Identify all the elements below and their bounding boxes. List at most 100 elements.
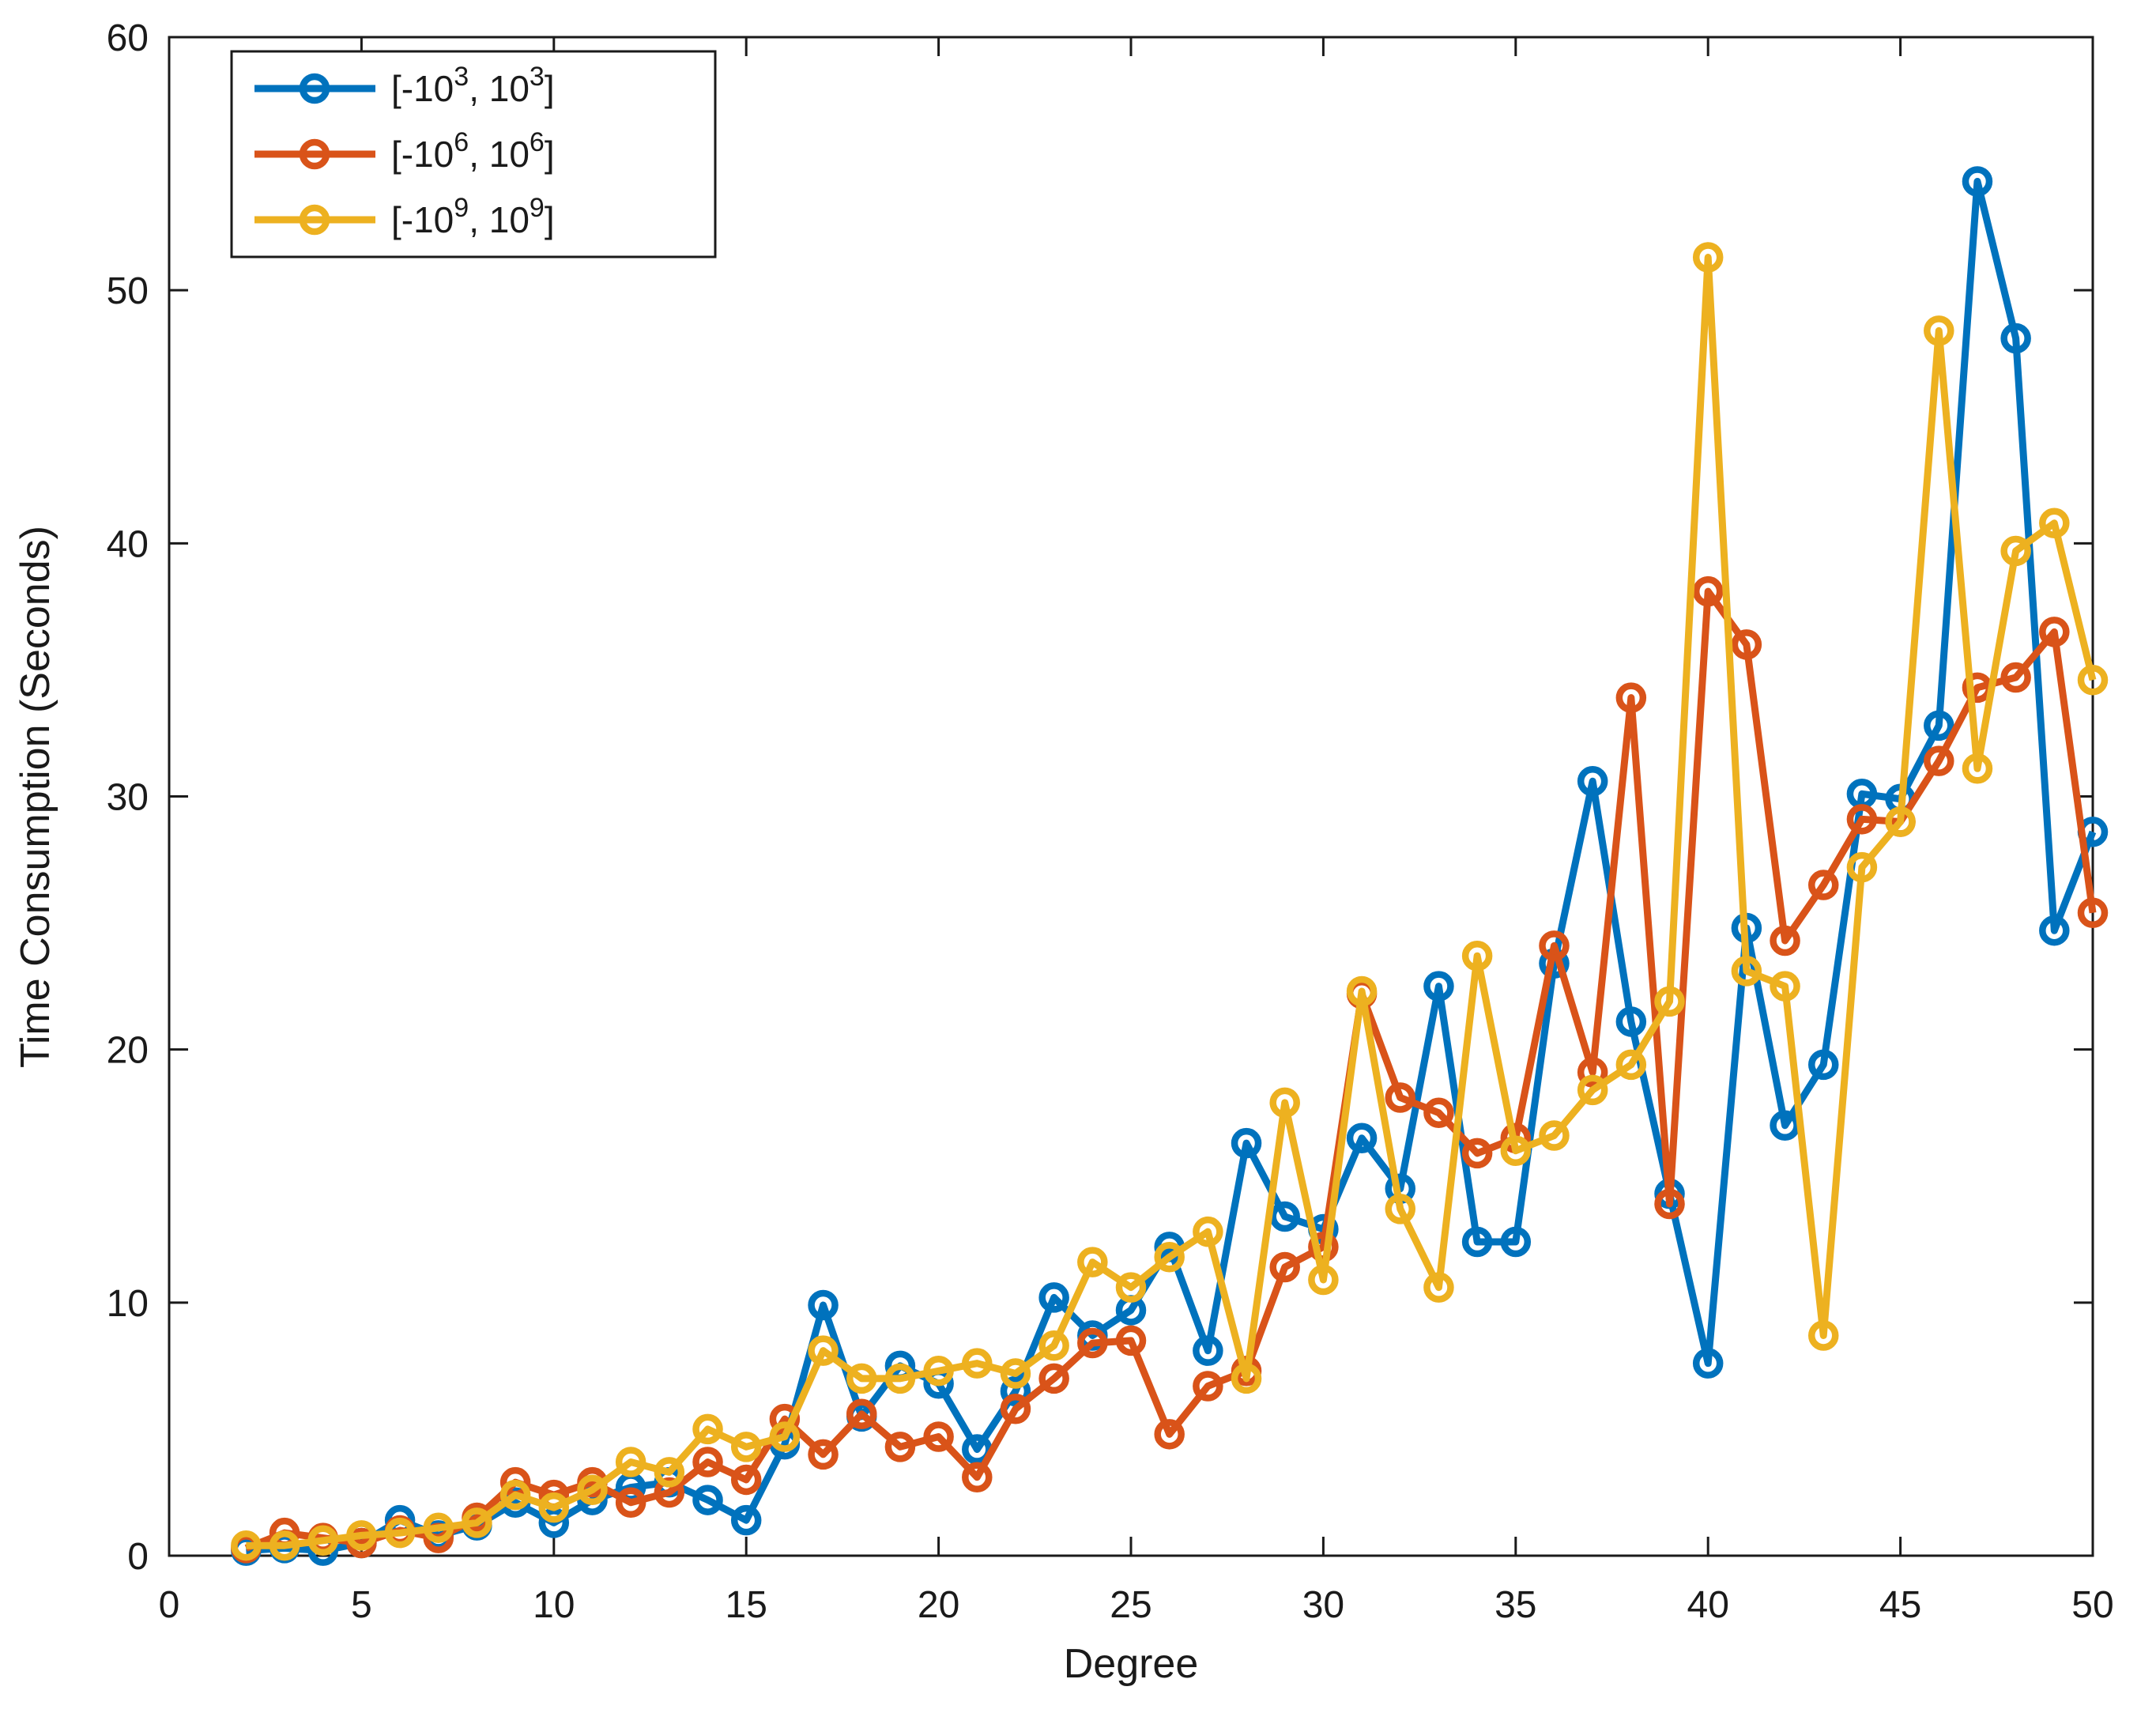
series-0-marker: [1461, 1226, 1493, 1258]
series-1-marker: [2039, 617, 2070, 647]
series-1-marker: [730, 1464, 762, 1496]
series-1-marker: [1115, 1325, 1147, 1356]
series-2-marker: [2077, 664, 2109, 696]
series-0-marker: [2000, 323, 2031, 354]
x-tick-label: 20: [918, 1584, 959, 1626]
y-tick-label: 10: [107, 1283, 149, 1325]
series-2-marker: [499, 1479, 531, 1511]
series-2-marker: [1654, 986, 1685, 1017]
series-2-marker: [1615, 1049, 1647, 1081]
series-0-marker: [1231, 1127, 1262, 1159]
series-1-marker: [1000, 1394, 1031, 1424]
series-0-marker: [692, 1485, 723, 1515]
series-2-marker: [269, 1530, 300, 1561]
series-2-marker: [1500, 1135, 1532, 1166]
series-2-marker: [1461, 940, 1493, 972]
y-tick-label: 0: [127, 1536, 149, 1578]
series-2-marker: [423, 1512, 454, 1544]
series-1-marker: [962, 1462, 993, 1492]
series-2-marker: [346, 1520, 377, 1551]
series-2-marker: [577, 1474, 608, 1506]
series-2-marker: [1807, 1320, 1839, 1351]
series-1-marker: [1423, 1097, 1454, 1128]
series-2-marker: [1346, 975, 1378, 1007]
series-2-marker: [1885, 806, 1916, 837]
series-2-marker: [1269, 1087, 1300, 1119]
series-1-marker: [1692, 575, 1724, 607]
legend-marker-sample: [299, 138, 330, 170]
series-2-marker: [1577, 1074, 1608, 1106]
series-1-marker: [1615, 682, 1647, 713]
series-2-marker: [462, 1507, 492, 1538]
series-2-marker: [923, 1356, 954, 1387]
legend-marker-sample: [299, 204, 330, 236]
series-2-marker: [1308, 1264, 1339, 1296]
series-2-marker: [2000, 535, 2031, 567]
y-tick-label: 40: [107, 523, 149, 565]
x-tick-label: 50: [2071, 1584, 2113, 1626]
series-1-marker: [1154, 1419, 1185, 1450]
x-tick-label: 5: [351, 1584, 372, 1626]
series-1-marker: [923, 1421, 954, 1452]
series-1-marker: [1731, 629, 1762, 660]
series-1-marker: [846, 1398, 877, 1429]
series-2-marker: [231, 1530, 262, 1561]
series-1-marker: [1654, 1188, 1685, 1220]
legend-entry-label: [-106, 106]: [391, 127, 555, 175]
series-1-marker: [2000, 662, 2031, 693]
series-0-marker: [1193, 1335, 1223, 1366]
series-2-marker: [307, 1525, 338, 1556]
series-2-marker: [654, 1457, 685, 1488]
x-axis-label: Degree: [1064, 1641, 1199, 1687]
x-tick-label: 45: [1879, 1584, 1921, 1626]
legend-entry-label: [-109, 109]: [391, 193, 555, 240]
series-1-marker: [1193, 1371, 1223, 1402]
series-2-marker: [769, 1421, 801, 1452]
y-tick-label: 50: [107, 270, 149, 312]
series-2-line: [246, 254, 2097, 1549]
series-2-marker: [962, 1348, 993, 1379]
series-0-marker: [730, 1504, 762, 1536]
series-1-marker: [615, 1487, 646, 1519]
series-1-marker: [884, 1432, 916, 1462]
series-2-marker: [1924, 315, 1954, 346]
series-2-marker: [538, 1492, 570, 1523]
series-1-marker: [1461, 1138, 1493, 1169]
series-2-marker: [846, 1363, 877, 1394]
series-0-marker: [1577, 766, 1608, 797]
series-2-marker: [1731, 956, 1762, 987]
x-tick-label: 25: [1110, 1584, 1152, 1626]
series-2-marker: [884, 1363, 916, 1394]
series-1-marker: [1539, 930, 1570, 961]
series-2-marker: [1423, 1272, 1454, 1303]
series-0-marker: [1962, 166, 1993, 197]
series-2-marker: [1000, 1358, 1031, 1389]
series-2-marker: [1077, 1247, 1108, 1277]
series-0-marker: [1346, 1123, 1378, 1153]
series-2-marker: [1154, 1241, 1185, 1273]
series-0-marker: [1500, 1226, 1532, 1258]
series-0-marker: [1692, 1348, 1724, 1379]
series-1-marker: [1924, 745, 1954, 776]
y-tick-label: 20: [107, 1030, 149, 1072]
legend-entry-label: [-103, 103]: [391, 62, 555, 109]
x-tick-label: 10: [533, 1584, 575, 1626]
series-1-marker: [1038, 1363, 1069, 1394]
series-2-marker: [692, 1413, 723, 1445]
series-2-marker: [1193, 1216, 1223, 1247]
series-0-marker: [1038, 1282, 1069, 1313]
series-2-marker: [808, 1335, 839, 1366]
series-2-marker: [1115, 1272, 1147, 1303]
x-tick-label: 40: [1687, 1584, 1729, 1626]
series-0-marker: [1615, 1006, 1647, 1037]
series-2-marker: [384, 1517, 416, 1549]
series-0-marker: [1807, 1049, 1839, 1081]
series-2-marker: [1846, 851, 1878, 883]
series-1-marker: [1846, 804, 1878, 835]
series-2-marker: [1539, 1120, 1570, 1151]
series-1-marker: [808, 1439, 839, 1470]
series-0-marker: [2039, 915, 2070, 946]
series-2-marker: [1038, 1330, 1069, 1361]
series-2-marker: [1962, 753, 1993, 784]
